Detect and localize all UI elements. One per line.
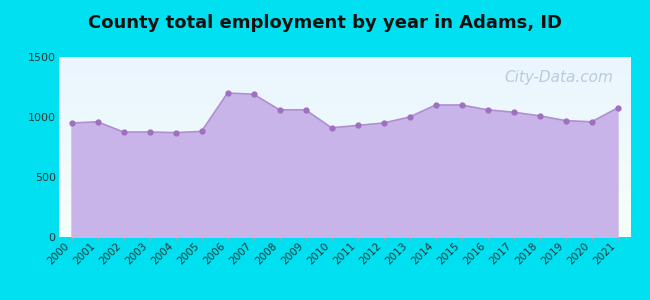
Text: County total employment by year in Adams, ID: County total employment by year in Adams…: [88, 14, 562, 32]
Text: City-Data.com: City-Data.com: [504, 70, 614, 85]
